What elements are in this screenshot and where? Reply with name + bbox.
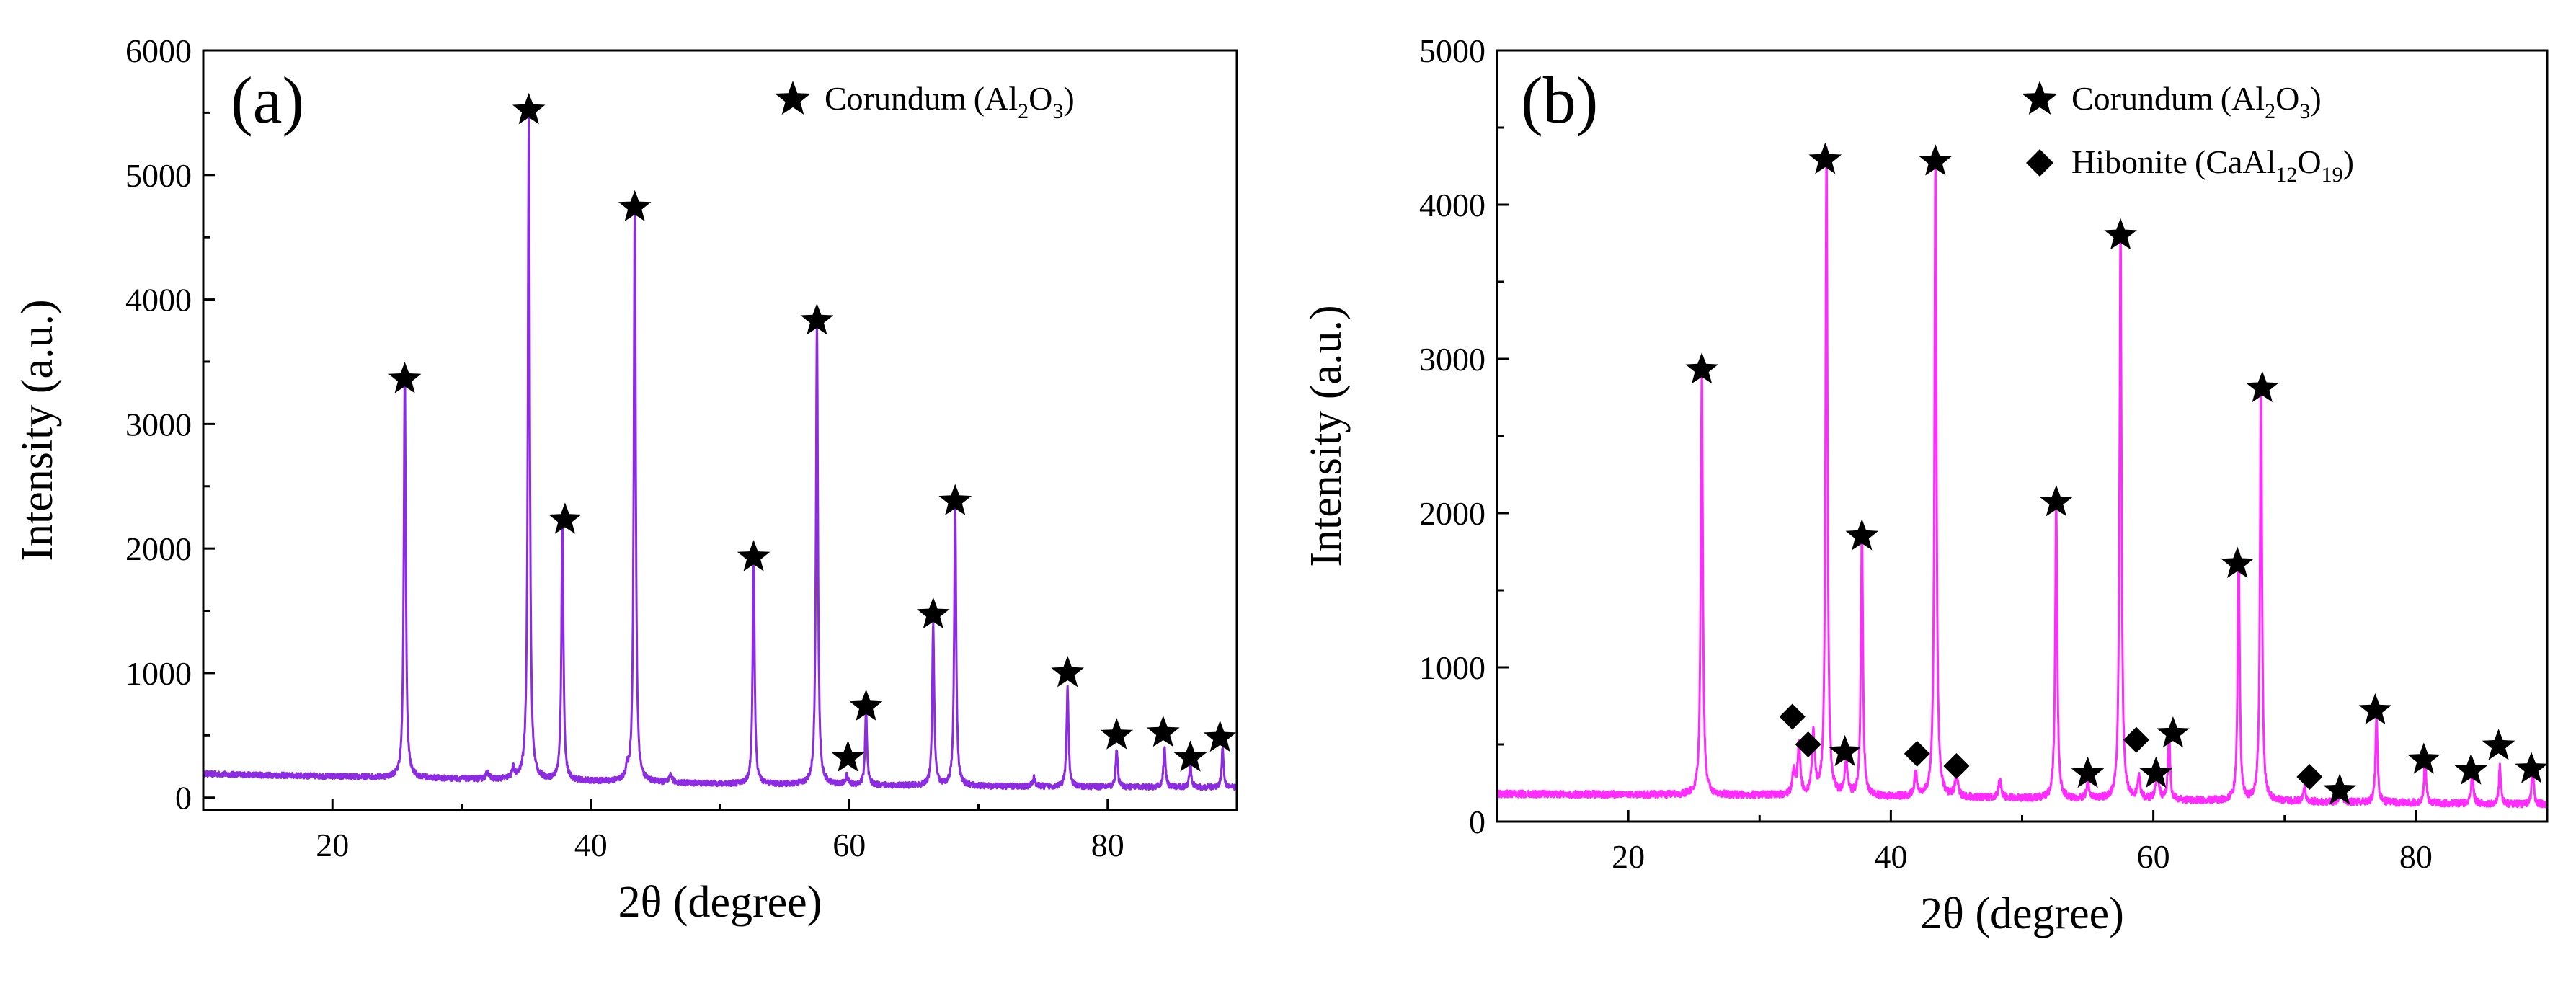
corundum-peak-star-icon — [512, 92, 546, 125]
corundum-peak-star-icon — [1100, 718, 1134, 750]
legend-formula-subscript: 2 — [1018, 99, 1029, 123]
corundum-peak-star-icon — [2040, 485, 2073, 517]
legend-entry: Corundum (Al2O3) — [2071, 80, 2322, 123]
legend-diamond-icon — [2026, 149, 2053, 177]
legend-formula-text: (Al — [2221, 80, 2265, 117]
corundum-peak-star-icon — [800, 303, 834, 335]
legend-formula-text: ) — [2310, 80, 2321, 117]
hibonite-peak-diamond-icon — [1795, 731, 1821, 757]
legend-formula-subscript: 12 — [2275, 163, 2297, 187]
x-axis-title: 2θ (degree) — [1920, 889, 2124, 938]
legend-name: Corundum — [825, 80, 967, 117]
corundum-peak-star-icon — [849, 689, 883, 721]
legend-formula-subscript: 3 — [1052, 99, 1063, 123]
y-tick-label: 2000 — [1419, 495, 1485, 532]
corundum-peak-star-icon — [2358, 693, 2392, 725]
corundum-peak-star-icon — [737, 540, 770, 571]
corundum-peak-star-icon — [548, 502, 582, 534]
corundum-peak-star-icon — [2246, 370, 2279, 403]
legend-name: Corundum — [2071, 80, 2213, 117]
xrd-pattern-line — [1496, 146, 2549, 809]
corundum-peak-star-icon — [1808, 142, 1842, 174]
legend-formula-text: ) — [2343, 143, 2354, 180]
legend-formula-subscript: 2 — [2265, 99, 2275, 123]
legend-formula-text: ) — [1063, 80, 1074, 117]
corundum-peak-star-icon — [2515, 752, 2548, 783]
x-tick-label: 40 — [574, 827, 608, 863]
y-tick-label: 1000 — [125, 655, 192, 692]
legend-formula-text: (CaAl — [2195, 143, 2275, 180]
x-tick-label: 20 — [1612, 838, 1645, 875]
corundum-peak-star-icon — [1845, 519, 1879, 551]
y-tick-label: 3000 — [125, 406, 192, 442]
hibonite-peak-diamond-icon — [2123, 726, 2149, 753]
corundum-peak-star-icon — [2454, 753, 2488, 785]
y-tick-label: 1000 — [1419, 649, 1485, 686]
corundum-peak-star-icon — [1173, 740, 1207, 772]
x-tick-label: 20 — [316, 827, 349, 863]
panel-label: (b) — [1521, 63, 1598, 137]
xrd-pattern-line — [202, 113, 1238, 791]
x-tick-label: 40 — [1874, 838, 1907, 875]
hibonite-peak-diamond-icon — [1943, 752, 1970, 779]
x-tick-label: 80 — [2399, 838, 2433, 875]
corundum-peak-star-icon — [1051, 655, 1084, 688]
legend-formula-subscript: 3 — [2299, 99, 2310, 123]
legend-entry: Corundum (Al2O3) — [825, 80, 1075, 123]
y-tick-label: 0 — [1469, 804, 1485, 840]
legend-name: Hibonite — [2071, 143, 2188, 180]
legend-formula-text: O — [2297, 143, 2321, 180]
corundum-peak-star-icon — [2139, 756, 2173, 788]
corundum-peak-star-icon — [2323, 773, 2357, 805]
legend-star-icon — [775, 81, 811, 115]
panel-label: (a) — [231, 63, 304, 137]
y-axis-title: Intensity (a.u.) — [13, 299, 62, 561]
corundum-peak-star-icon — [2157, 716, 2190, 748]
corundum-peak-star-icon — [1919, 144, 1953, 176]
legend-star-icon — [2022, 81, 2058, 115]
x-tick-label: 60 — [832, 827, 866, 863]
corundum-peak-star-icon — [1685, 352, 1718, 384]
legend-formula-subscript: 19 — [2322, 163, 2343, 187]
y-tick-label: 5000 — [1419, 32, 1485, 69]
corundum-peak-star-icon — [2482, 729, 2515, 760]
hibonite-peak-diamond-icon — [1779, 703, 1806, 730]
corundum-peak-star-icon — [1203, 720, 1237, 752]
x-tick-label: 60 — [2137, 838, 2170, 875]
y-tick-label: 6000 — [125, 32, 192, 69]
corundum-peak-star-icon — [1147, 715, 1180, 747]
y-tick-label: 4000 — [125, 282, 192, 319]
corundum-peak-star-icon — [1828, 734, 1862, 767]
x-axis-title: 2θ (degree) — [618, 878, 822, 927]
legend-entry: Hibonite (CaAl12O19) — [2071, 143, 2354, 187]
corundum-peak-star-icon — [2104, 218, 2137, 250]
y-tick-label: 2000 — [125, 530, 192, 567]
panel-a: 20 40 60 80 0 1000 2000 3000 4000 5000 6000 2θ (deg… — [13, 32, 1238, 927]
panel-b: 20 40 60 80 0 1000 2000 3000 4000 5000 2θ (degree)… — [1302, 32, 2549, 938]
corundum-peak-star-icon — [2407, 742, 2440, 774]
y-tick-label: 0 — [175, 780, 192, 817]
legend-formula-text: O — [1029, 80, 1052, 117]
y-tick-label: 3000 — [1419, 341, 1485, 378]
corundum-peak-star-icon — [618, 190, 652, 222]
hibonite-peak-diamond-icon — [1904, 740, 1930, 767]
y-tick-label: 4000 — [1419, 187, 1485, 223]
y-axis-title: Intensity (a.u.) — [1302, 305, 1351, 566]
legend-formula-text: O — [2275, 80, 2299, 117]
y-tick-label: 5000 — [125, 157, 192, 194]
legend-formula-text: (Al — [974, 80, 1018, 117]
corundum-peak-star-icon — [831, 740, 865, 772]
x-tick-label: 80 — [1091, 827, 1124, 863]
corundum-peak-star-icon — [938, 484, 972, 515]
corundum-peak-star-icon — [916, 597, 950, 629]
hibonite-peak-diamond-icon — [2296, 763, 2323, 790]
corundum-peak-star-icon — [2221, 546, 2254, 578]
corundum-peak-star-icon — [388, 362, 422, 393]
corundum-peak-star-icon — [2071, 756, 2105, 788]
